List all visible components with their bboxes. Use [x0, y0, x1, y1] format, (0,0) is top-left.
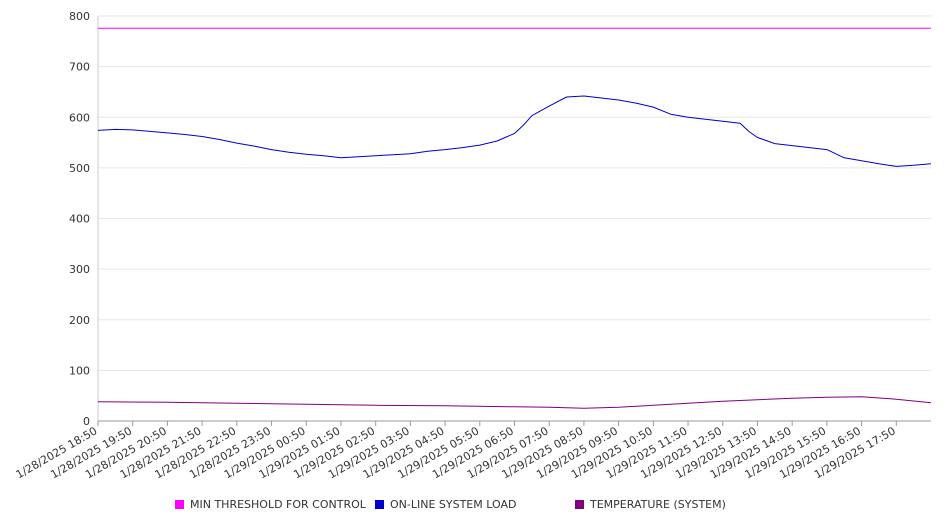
- legend-label-temperature: TEMPERATURE (SYSTEM): [590, 498, 726, 511]
- series-lines: [97, 27, 932, 409]
- series-line-system-load: [97, 95, 932, 167]
- series-line-temperature: [97, 396, 932, 409]
- y-tick-label: 500: [69, 162, 90, 175]
- y-tick-label: 600: [69, 111, 90, 124]
- y-tick-label: 400: [69, 213, 90, 226]
- axes: [97, 16, 931, 426]
- legend-label-system-load: ON-LINE SYSTEM LOAD: [390, 498, 517, 511]
- legend-label-min-threshold: MIN THRESHOLD FOR CONTROL: [190, 498, 366, 511]
- legend-item-min-threshold: MIN THRESHOLD FOR CONTROL: [175, 498, 366, 511]
- y-tick-label: 300: [69, 263, 90, 276]
- legend-item-system-load: ON-LINE SYSTEM LOAD: [375, 498, 516, 511]
- legend-item-temperature: TEMPERATURE (SYSTEM): [575, 498, 726, 511]
- y-tick-label: 700: [69, 61, 90, 74]
- legend-swatch-min-threshold: [175, 500, 184, 509]
- chart-legend: MIN THRESHOLD FOR CONTROL ON-LINE SYSTEM…: [0, 498, 946, 514]
- gridlines: [98, 15, 931, 371]
- y-tick-label: 0: [83, 415, 90, 428]
- legend-swatch-system-load: [375, 500, 384, 509]
- y-tick-label: 100: [69, 364, 90, 377]
- y-tick-label: 200: [69, 314, 90, 327]
- y-tick-label: 800: [69, 10, 90, 23]
- legend-swatch-temperature: [575, 500, 584, 509]
